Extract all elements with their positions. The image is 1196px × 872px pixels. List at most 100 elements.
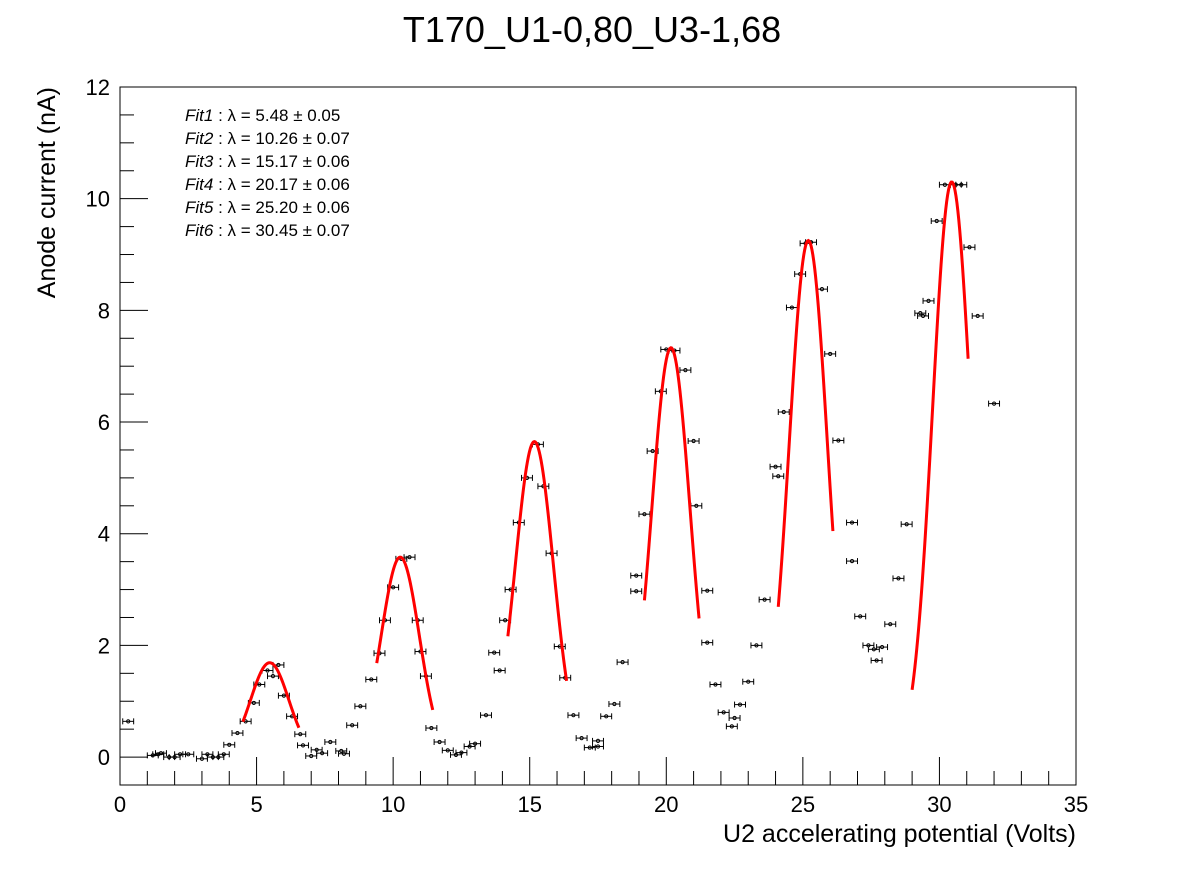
- data-marker: [177, 752, 183, 757]
- data-marker: [879, 644, 885, 650]
- fit-label-value: : λ = 15.17 ± 0.06: [213, 152, 349, 171]
- data-marker: [612, 701, 617, 707]
- data-point: [338, 750, 350, 757]
- data-point: [717, 709, 730, 716]
- data-marker: [445, 748, 450, 753]
- data-point: [701, 639, 714, 646]
- y-tick-label: 4: [98, 522, 110, 547]
- chart-title: T170_U1-0,80_U3-1,68: [403, 9, 781, 50]
- data-marker: [620, 660, 625, 665]
- data-marker: [737, 702, 743, 707]
- fit-label-value: : λ = 30.45 ± 0.07: [213, 221, 349, 240]
- data-point: [122, 718, 135, 725]
- data-point: [231, 730, 244, 737]
- data-marker: [483, 713, 489, 718]
- data-point: [592, 737, 604, 744]
- data-point: [354, 703, 367, 710]
- data-marker: [732, 715, 737, 721]
- data-marker: [746, 679, 751, 684]
- data-marker: [429, 725, 434, 731]
- data-point: [824, 350, 837, 357]
- data-point: [316, 750, 329, 757]
- data-marker: [604, 714, 609, 719]
- data-marker: [341, 751, 347, 756]
- data-marker: [472, 741, 478, 746]
- data-marker: [221, 752, 226, 757]
- data-marker: [587, 745, 592, 750]
- x-tick-label: 5: [250, 792, 262, 817]
- x-tick-label: 25: [791, 792, 815, 817]
- data-marker: [391, 585, 396, 590]
- data-marker: [339, 748, 344, 754]
- data-point: [728, 714, 741, 721]
- y-axis-title: Anode current (nA): [33, 87, 61, 298]
- fit-label-value: : λ = 10.26 ± 0.07: [213, 129, 349, 148]
- data-marker: [186, 752, 191, 757]
- fit-label: Fit4 : λ = 20.17 ± 0.06: [185, 175, 350, 194]
- data-marker: [721, 710, 726, 715]
- data-point: [583, 744, 596, 751]
- data-marker: [595, 744, 601, 749]
- data-marker: [459, 750, 464, 755]
- x-tick-label: 15: [517, 792, 541, 817]
- data-marker: [358, 704, 363, 709]
- data-point: [832, 437, 845, 444]
- data-point: [575, 735, 588, 742]
- data-point: [600, 713, 613, 720]
- fit-label-value: : λ = 25.20 ± 0.06: [213, 198, 349, 217]
- data-marker: [781, 409, 786, 415]
- data-marker: [320, 751, 325, 756]
- data-point: [182, 751, 195, 758]
- y-tick-label: 12: [86, 75, 110, 100]
- data-marker: [888, 622, 893, 627]
- data-marker: [235, 730, 240, 736]
- data-point: [690, 502, 703, 509]
- data-marker: [227, 742, 232, 747]
- data-point: [365, 676, 378, 683]
- data-point: [687, 438, 700, 445]
- data-marker: [789, 305, 795, 310]
- data-marker: [571, 713, 576, 718]
- data-marker: [713, 682, 718, 687]
- data-point: [297, 742, 309, 749]
- data-point: [433, 739, 446, 746]
- data-marker: [492, 650, 497, 655]
- data-point: [876, 644, 889, 651]
- data-point: [616, 659, 629, 666]
- data-marker: [896, 576, 901, 581]
- fit-curve-fit6: [910, 180, 970, 690]
- y-tick-label: 0: [98, 745, 110, 770]
- fit-curve-fit4: [642, 346, 701, 619]
- x-tick-label: 35: [1064, 792, 1088, 817]
- data-point: [324, 739, 337, 746]
- data-point: [346, 722, 359, 729]
- data-point: [223, 741, 236, 748]
- data-marker: [251, 700, 256, 706]
- data-point: [488, 649, 501, 656]
- fit-curve-fit5: [776, 238, 835, 607]
- data-point: [750, 642, 763, 649]
- data-marker: [642, 512, 647, 517]
- fit-label: Fit3 : λ = 15.17 ± 0.06: [185, 152, 350, 171]
- x-tick-label: 0: [114, 792, 126, 817]
- data-marker: [281, 693, 286, 698]
- fit-label: Fit6 : λ = 30.45 ± 0.07: [185, 221, 350, 240]
- data-marker: [276, 662, 281, 668]
- data-marker: [257, 682, 262, 687]
- fit-label-name: Fit4: [185, 175, 213, 194]
- data-marker: [975, 313, 980, 319]
- data-point: [679, 367, 692, 374]
- data-marker: [871, 647, 876, 652]
- data-point: [335, 747, 348, 754]
- data-marker: [350, 723, 355, 728]
- data-point: [742, 678, 755, 685]
- data-point: [892, 575, 905, 582]
- fit-label-name: Fit5: [185, 198, 214, 217]
- data-marker: [650, 448, 655, 454]
- data-point: [592, 743, 604, 750]
- x-tick-label: 10: [381, 792, 405, 817]
- y-tick-label: 8: [98, 298, 110, 323]
- data-point: [734, 701, 746, 708]
- data-point: [922, 297, 935, 304]
